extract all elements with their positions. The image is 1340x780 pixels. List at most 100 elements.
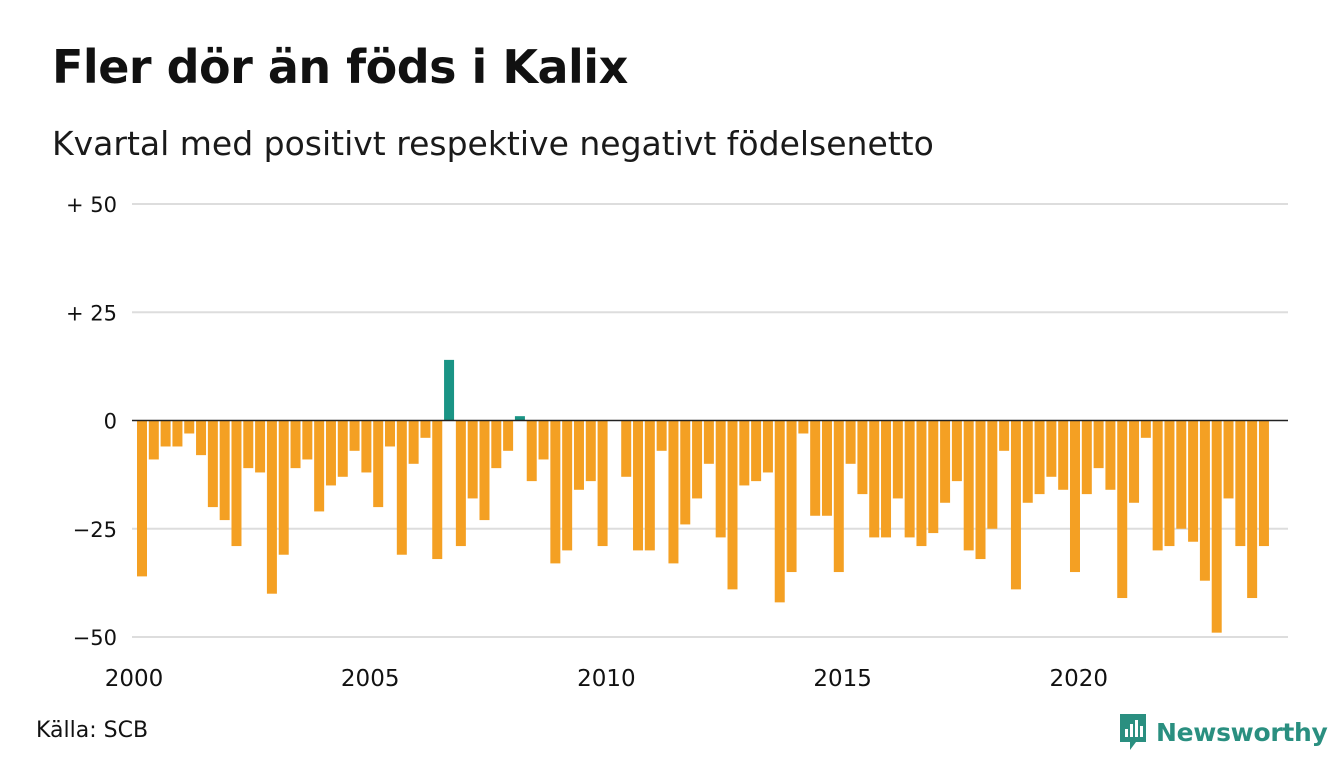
bar-negative <box>833 420 844 573</box>
bar-negative <box>196 420 207 456</box>
bar-negative <box>904 420 915 538</box>
bar-negative <box>680 420 691 525</box>
bar-negative <box>503 420 514 451</box>
x-axis-ticks: 2000 2005 2010 2015 2020 <box>105 666 1108 692</box>
bar-negative <box>137 420 147 577</box>
bar-negative <box>798 420 809 434</box>
bar-negative <box>845 420 856 464</box>
bar-negative <box>597 420 608 547</box>
bar-negative <box>951 420 962 482</box>
bar-negative <box>1140 420 1151 438</box>
bar-negative <box>1258 420 1269 547</box>
bar-negative <box>361 420 372 473</box>
bar-negative <box>290 420 301 469</box>
x-tick-label: 2015 <box>813 666 872 692</box>
bar-negative <box>562 420 573 551</box>
bar-negative <box>231 420 242 547</box>
bar-negative <box>538 420 549 460</box>
bars <box>132 359 1288 633</box>
bar-negative <box>1117 420 1128 599</box>
x-tick-label: 2005 <box>341 666 400 692</box>
bar-negative <box>255 420 266 473</box>
bar-negative <box>739 420 750 486</box>
bar-negative <box>420 420 431 438</box>
bar-chart: + 50 + 25 0 −25 −50 2000 2005 2010 2015 2020 <box>66 193 1288 692</box>
bar-negative <box>774 420 785 603</box>
bar-negative <box>1211 420 1222 633</box>
bar-negative <box>1223 420 1234 499</box>
bar-negative <box>633 420 644 551</box>
bar-negative <box>668 420 679 564</box>
bar-negative <box>1093 420 1104 469</box>
y-tick-label: 0 <box>104 410 117 434</box>
bar-negative <box>715 420 726 538</box>
bar-negative <box>751 420 762 482</box>
bar-negative <box>857 420 868 495</box>
newsworthy-logo-icon <box>1120 714 1146 750</box>
bar-negative <box>243 420 254 469</box>
bar-negative <box>621 420 632 477</box>
brand-name: Newsworthy <box>1156 717 1328 747</box>
bar-negative <box>1188 420 1199 542</box>
bar-negative <box>1235 420 1246 547</box>
bar-negative <box>385 420 396 447</box>
newsworthy-logo: Newsworthy <box>1118 712 1328 752</box>
bar-negative <box>302 420 313 460</box>
bar-negative <box>432 420 443 560</box>
bar-negative <box>1069 420 1080 573</box>
bar-negative <box>810 420 821 516</box>
bar-negative <box>526 420 537 482</box>
bar-negative <box>1176 420 1187 529</box>
bar-negative <box>821 420 832 516</box>
bar-negative <box>160 420 171 447</box>
bar-negative <box>975 420 986 560</box>
chart-subtitle: Kvartal med positivt respektive negativt… <box>52 124 934 163</box>
chart-title: Fler dör än föds i Kalix <box>52 40 628 94</box>
bar-negative <box>762 420 773 473</box>
bar-negative <box>1129 420 1140 503</box>
bar-negative <box>184 420 195 434</box>
bar-negative <box>1081 420 1092 495</box>
bar-negative <box>940 420 951 503</box>
bar-negative <box>1058 420 1069 490</box>
bar-negative <box>1022 420 1033 503</box>
bar-negative <box>573 420 584 490</box>
x-tick-label: 2000 <box>105 666 164 692</box>
bar-negative <box>963 420 974 551</box>
bar-negative <box>396 420 407 555</box>
bar-negative <box>1046 420 1057 477</box>
bar-negative <box>928 420 939 534</box>
bar-positive <box>514 416 525 421</box>
bar-negative <box>786 420 797 573</box>
bar-negative <box>148 420 159 460</box>
source-note: Källa: SCB <box>36 718 149 743</box>
bar-negative <box>999 420 1010 451</box>
bar-negative <box>1199 420 1210 581</box>
bar-negative <box>455 420 466 547</box>
bar-negative <box>585 420 596 482</box>
bar-negative <box>325 420 336 486</box>
bar-negative <box>692 420 703 499</box>
bar-negative <box>314 420 325 512</box>
bar-negative <box>727 420 738 590</box>
bar-negative <box>278 420 289 555</box>
bar-negative <box>467 420 478 499</box>
bar-negative <box>1247 420 1258 599</box>
bar-negative <box>337 420 348 477</box>
bar-negative <box>479 420 490 521</box>
bar-negative <box>1010 420 1021 590</box>
bar-negative <box>1164 420 1175 547</box>
bar-positive <box>444 359 455 421</box>
bar-negative <box>1105 420 1116 490</box>
bar-negative <box>1034 420 1045 495</box>
bar-negative <box>408 420 419 464</box>
bar-negative <box>703 420 714 464</box>
y-tick-label: −50 <box>73 626 117 650</box>
y-axis-ticks: + 50 + 25 0 −25 −50 <box>66 193 117 650</box>
bar-negative <box>869 420 880 538</box>
bar-negative <box>550 420 561 564</box>
bar-negative <box>491 420 502 469</box>
y-tick-label: + 25 <box>66 301 117 325</box>
bar-negative <box>892 420 903 499</box>
y-tick-label: −25 <box>73 518 117 542</box>
